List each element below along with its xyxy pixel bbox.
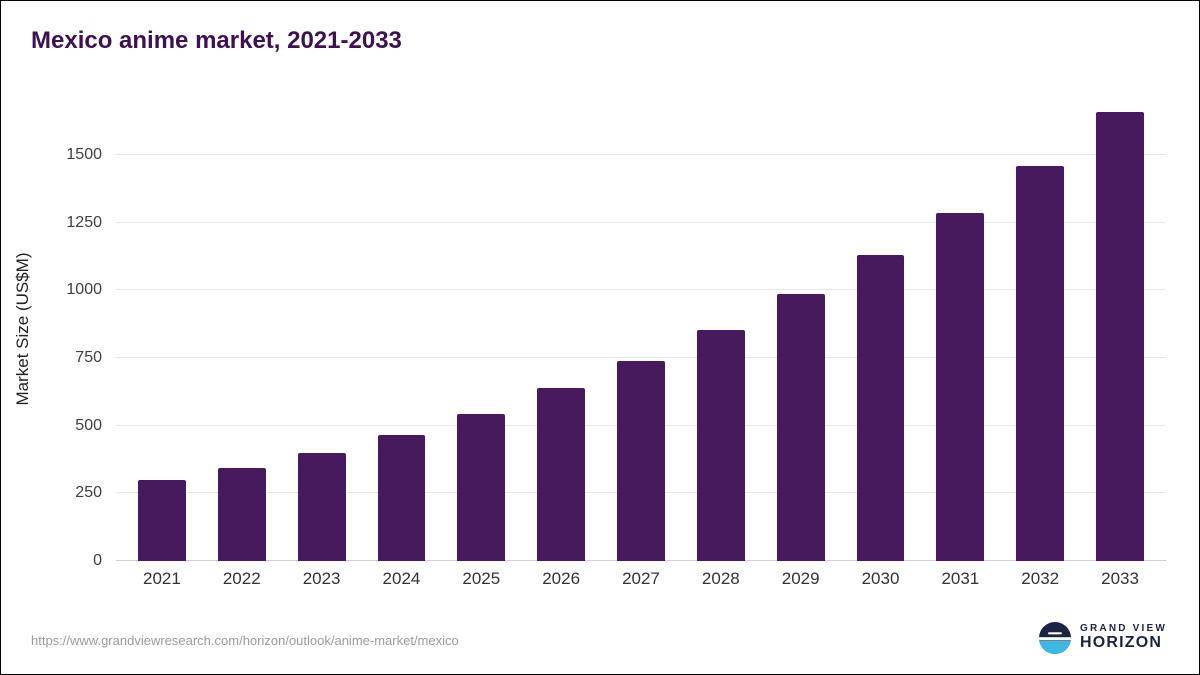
- bar-slot-2033: [1080, 101, 1160, 561]
- bar-2023: [297, 452, 346, 561]
- bars-layer: [116, 101, 1166, 561]
- logo-text-horizon: HORIZON: [1080, 633, 1163, 651]
- bar-slot-2023: [282, 101, 362, 561]
- gridline-750: [116, 357, 1166, 359]
- bar-2025: [457, 413, 506, 561]
- x-tick-label-2026: 2026: [542, 569, 581, 588]
- bar-2031: [936, 213, 985, 561]
- y-tick-label-250: 250: [75, 484, 102, 502]
- y-tick-label-500: 500: [75, 416, 102, 434]
- y-tick-label-0: 0: [93, 552, 102, 569]
- bar-2027: [617, 360, 665, 561]
- bar-slot-2024: [362, 101, 442, 561]
- bar-2028: [696, 329, 745, 561]
- grand-view-horizon-logo: GRAND VIEW HORIZON: [1039, 622, 1167, 654]
- x-tick-label-2033: 2033: [1101, 569, 1139, 588]
- x-tick-label-2032: 2032: [1021, 569, 1060, 588]
- bar-slot-2029: [761, 101, 841, 561]
- x-tick-label-2028: 2028: [701, 569, 740, 588]
- bar-2024: [377, 435, 426, 561]
- x-tick-label-2023: 2023: [302, 569, 341, 588]
- x-tick-label-2021: 2021: [143, 569, 181, 588]
- bar-slot-2025: [441, 101, 521, 561]
- bar-2022: [217, 467, 266, 561]
- logo-text: GRAND VIEW HORIZON: [1080, 624, 1167, 651]
- plot-area: 0 250 500 750 1000 1250 1500: [66, 101, 1166, 569]
- bar-2026: [537, 387, 586, 561]
- x-tick-label-2025: 2025: [462, 569, 501, 588]
- gridline-1250: [116, 221, 1166, 223]
- bar-slot-2027: [601, 101, 681, 561]
- source-url: https://www.grandviewresearch.com/horizo…: [31, 633, 459, 648]
- bar-slot-2022: [202, 101, 282, 561]
- y-tick-label-750: 750: [75, 349, 102, 367]
- horizon-logo-icon: [1039, 622, 1071, 654]
- bar-2030: [856, 255, 905, 561]
- bar-slot-2026: [521, 101, 601, 561]
- y-tick-label-1000: 1000: [66, 281, 102, 299]
- x-tick-label-2022: 2022: [222, 569, 261, 588]
- logo-text-grand-view: GRAND VIEW: [1080, 623, 1167, 635]
- x-tick-label-2024: 2024: [382, 569, 421, 588]
- y-axis-title: Market Size (US$M): [13, 252, 32, 406]
- bar-slot-2030: [841, 101, 921, 561]
- gridline-1500: [116, 154, 1166, 156]
- x-tick-label-2030: 2030: [861, 569, 900, 588]
- bar-2032: [1016, 165, 1065, 561]
- x-tick-label-2031: 2031: [941, 569, 980, 588]
- bar-slot-2031: [920, 101, 1000, 561]
- x-tick-label-2027: 2027: [622, 569, 660, 588]
- x-tick-label-2029: 2029: [781, 569, 820, 588]
- y-tick-label-1250: 1250: [66, 213, 102, 231]
- x-axis-labels: 2021 2022 2023 2024 2025 2026 2027 2028 2029 2030…: [116, 569, 1166, 589]
- chart-title: Mexico anime market, 2021-2033: [31, 27, 402, 54]
- gridline-1000: [116, 289, 1166, 291]
- bar-2029: [776, 294, 825, 561]
- bar-slot-2032: [1000, 101, 1080, 561]
- bar-2021: [137, 479, 186, 561]
- bar-slot-2021: [122, 101, 202, 561]
- bar-slot-2028: [681, 101, 761, 561]
- y-tick-label-1500: 1500: [66, 146, 102, 164]
- bar-2033: [1096, 111, 1144, 561]
